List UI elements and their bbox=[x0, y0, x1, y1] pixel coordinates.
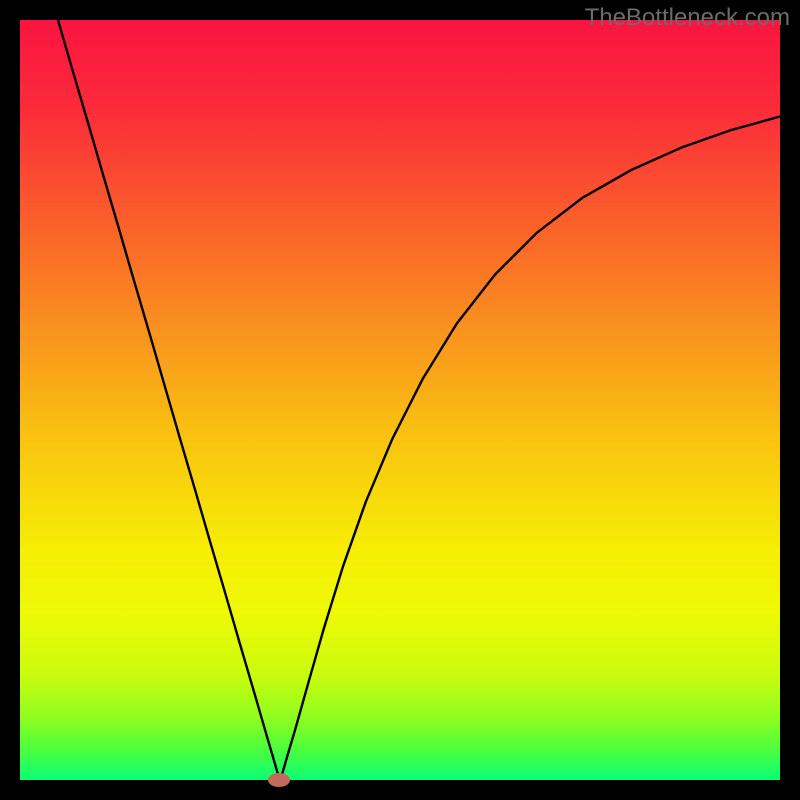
minimum-marker bbox=[268, 773, 290, 787]
chart-frame: TheBottleneck.com bbox=[0, 0, 800, 800]
watermark-text: TheBottleneck.com bbox=[585, 4, 790, 32]
chart-svg bbox=[20, 20, 780, 780]
gradient-background bbox=[20, 20, 780, 780]
